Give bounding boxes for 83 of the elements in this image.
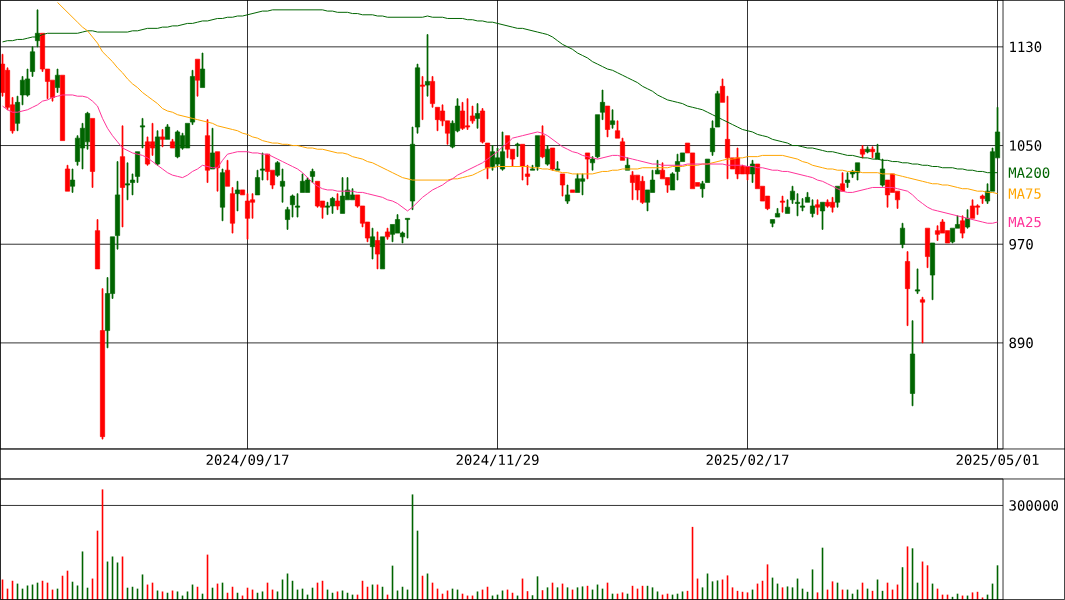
- candlestick: [325, 201, 331, 215]
- candlestick: [460, 102, 466, 130]
- candlestick: [865, 146, 871, 154]
- candlestick: [55, 68, 61, 93]
- candlestick: [90, 118, 96, 188]
- candlestick: [815, 199, 821, 215]
- candlestick: [770, 219, 776, 228]
- candlestick: [610, 109, 616, 129]
- candlestick: [210, 127, 216, 170]
- x-tick-label: 2025/02/17: [706, 454, 789, 467]
- candlestick: [915, 268, 921, 294]
- candlestick: [300, 173, 306, 193]
- candlestick: [195, 58, 201, 97]
- y-tick-label: 890: [1009, 337, 1033, 349]
- candlestick: [385, 227, 391, 240]
- candlestick: [425, 34, 431, 97]
- candlestick: [370, 227, 376, 260]
- candlestick: [95, 219, 101, 270]
- candlestick: [225, 159, 231, 187]
- candlestick: [775, 208, 781, 218]
- candlestick: [550, 147, 556, 171]
- candlestick: [70, 168, 76, 193]
- candlestick: [555, 161, 561, 171]
- candlestick: [200, 52, 206, 88]
- candlestick: [920, 296, 926, 344]
- candlestick: [980, 194, 986, 204]
- candlestick: [870, 146, 876, 159]
- y-tick-label: 1130: [1010, 41, 1042, 53]
- candlestick: [860, 145, 866, 159]
- candlestick: [630, 171, 636, 201]
- candlestick: [545, 145, 551, 166]
- candlestick: [170, 139, 176, 149]
- candlestick: [780, 195, 786, 213]
- candlestick: [820, 201, 826, 230]
- candlestick: [565, 184, 571, 204]
- candlestick: [215, 151, 221, 192]
- candlestick: [220, 168, 226, 222]
- candlestick: [540, 125, 546, 159]
- candlestick: [965, 209, 971, 229]
- candlestick: [970, 199, 976, 219]
- candlestick: [125, 162, 131, 201]
- candlestick: [140, 118, 146, 149]
- candlestick: [65, 164, 71, 192]
- candlestick: [100, 288, 106, 440]
- candlestick: [845, 172, 851, 188]
- x-tick-label: 2024/09/17: [206, 454, 289, 467]
- x-tick-label: 2025/05/01: [956, 454, 1039, 467]
- candlestick: [900, 222, 906, 249]
- candlestick: [160, 129, 166, 148]
- candlestick: [575, 173, 581, 193]
- candlestick: [60, 74, 66, 141]
- candlestick: [205, 119, 211, 183]
- candlestick: [335, 193, 341, 211]
- candlestick: [230, 187, 236, 234]
- candlestick: [340, 177, 346, 214]
- series-label: MA75: [1008, 188, 1041, 199]
- candlestick: [375, 231, 381, 270]
- y-tick-label: 1050: [1010, 140, 1042, 151]
- candlestick: [515, 142, 521, 157]
- candlestick: [925, 227, 931, 269]
- candlestick: [380, 236, 386, 270]
- series-label: MA200: [1008, 167, 1050, 178]
- candlestick: [165, 124, 171, 140]
- candlestick: [235, 180, 241, 212]
- candlestick: [420, 76, 426, 120]
- candlestick: [910, 320, 916, 407]
- x-tick-label: 2024/11/29: [456, 454, 539, 467]
- candlestick: [570, 189, 576, 193]
- candlestick: [960, 215, 966, 239]
- candlestick: [840, 172, 846, 192]
- candlestick: [835, 185, 841, 208]
- candlestick: [175, 130, 181, 159]
- candlestick: [475, 103, 481, 129]
- candlestick: [155, 130, 161, 166]
- series-label: MA25: [1008, 216, 1041, 228]
- candlestick: [560, 173, 566, 197]
- candlestick: [605, 105, 611, 138]
- y-tick-label: 970: [1009, 238, 1033, 250]
- candlestick: [120, 125, 126, 228]
- y-tick-label: 300000: [1009, 500, 1059, 511]
- candlestick: [905, 251, 911, 326]
- candlestick: [930, 242, 936, 301]
- candlestick: [750, 159, 756, 183]
